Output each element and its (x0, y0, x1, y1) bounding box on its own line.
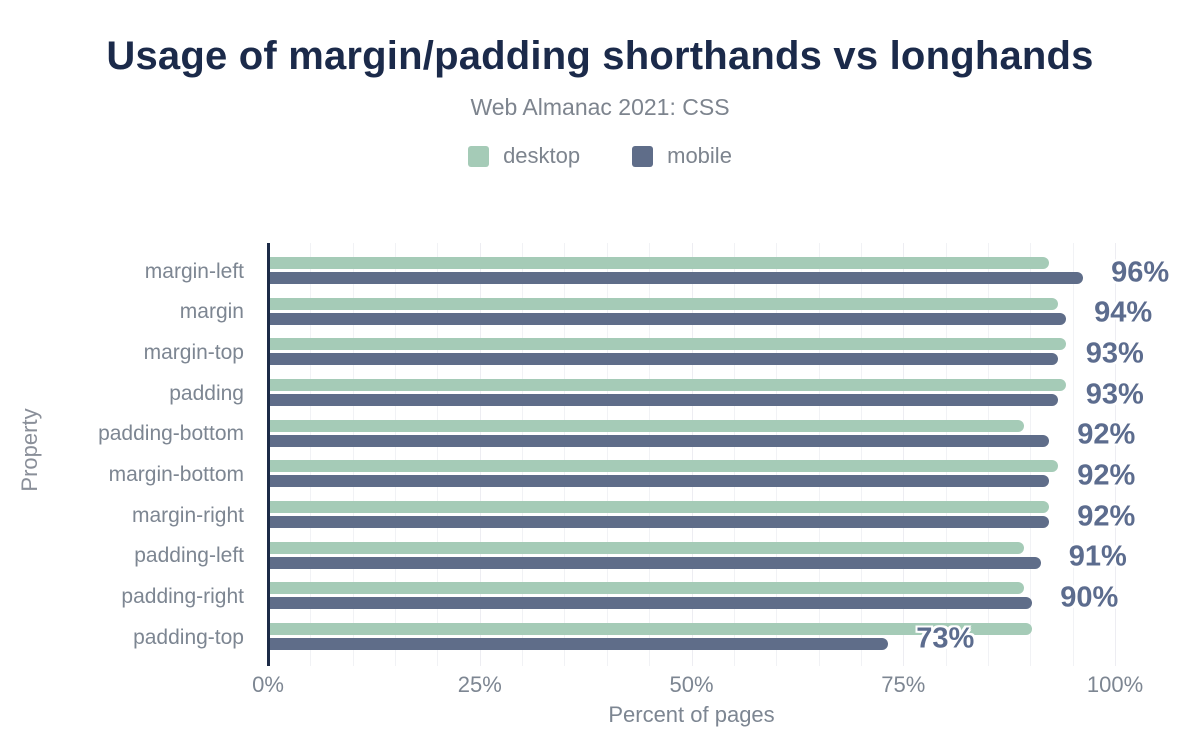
gridline-65 (818, 243, 820, 666)
bar-mobile-margin-bottom (270, 475, 1050, 488)
x-axis-tick-labels: 0% 25% 50% 75% 100% (252, 672, 1143, 698)
x-tick-75pct: 75% (881, 672, 926, 697)
value-label-padding-right: 90% (1060, 581, 1119, 614)
category-label-padding-left: padding-left (134, 544, 244, 568)
bar-desktop-margin (270, 297, 1058, 310)
gridline-5 (310, 243, 312, 666)
x-tick-0pct: 0% (252, 672, 284, 697)
chart-title: Usage of margin/padding shorthands vs lo… (106, 34, 1094, 78)
x-tick-25pct: 25% (457, 672, 502, 697)
gridline-70 (860, 243, 862, 666)
gridline-15 (395, 243, 397, 666)
desktop-swatch-icon (468, 145, 490, 167)
value-label-padding-left: 91% (1068, 540, 1127, 573)
value-label-margin: 94% (1094, 296, 1153, 329)
gridline-50 (691, 243, 693, 666)
bar-desktop-padding (270, 379, 1067, 391)
x-axis-title: Percent of pages (608, 702, 775, 727)
legend-item-mobile[interactable]: mobile (632, 143, 732, 169)
gridline-95 (1072, 243, 1074, 666)
category-label-padding: padding (169, 381, 244, 405)
chart-subtitle: Web Almanac 2021: CSS (470, 94, 730, 120)
gridline-45 (649, 243, 651, 666)
gridline-35 (564, 243, 566, 666)
gridline-40 (606, 243, 608, 666)
bar-mobile-padding-bottom (270, 434, 1050, 447)
bar-mobile-margin (270, 312, 1067, 325)
bar-desktop-margin-left (270, 257, 1050, 269)
value-label-margin-bottom: 92% (1077, 459, 1136, 492)
bar-desktop-margin-top (270, 338, 1067, 351)
category-axis-labels: margin-left margin margin-top padding paddin… (0, 243, 256, 658)
gridline-100 (1115, 243, 1116, 666)
category-label-padding-right: padding-right (121, 584, 244, 608)
bar-mobile-margin-top (270, 353, 1058, 366)
bar-desktop-margin-right (270, 501, 1050, 514)
category-label-margin-left: margin-left (144, 259, 244, 283)
bar-mobile-padding-top (270, 638, 889, 651)
category-label-margin-bottom: margin-bottom (108, 462, 244, 486)
plot-area: 96% 94% 93% 93% 92% 92% 92% 91% 90% 73% (267, 243, 1169, 666)
gridline-25 (479, 243, 481, 666)
bar-mobile-margin-left (270, 272, 1084, 284)
bar-mobile-padding-left (270, 556, 1041, 569)
value-label-padding: 93% (1085, 378, 1144, 410)
x-tick-50pct: 50% (669, 672, 714, 697)
gridline-60 (776, 243, 778, 666)
category-label-margin-top: margin-top (143, 340, 244, 364)
category-label-margin: margin (179, 300, 244, 324)
value-label-margin-top: 93% (1085, 337, 1144, 370)
gridline-55 (733, 243, 735, 666)
category-label-padding-bottom: padding-bottom (98, 422, 244, 446)
gridline-90 (1030, 243, 1032, 666)
gridline-30 (522, 243, 524, 666)
bar-desktop-padding-top (270, 623, 1033, 636)
bar-desktop-margin-bottom (270, 460, 1058, 473)
value-label-padding-top: 73% (916, 622, 975, 655)
bar-mobile-margin-right (270, 516, 1050, 529)
mobile-swatch-icon (632, 145, 654, 167)
value-label-margin-left: 96% (1111, 256, 1170, 288)
gridline-80 (945, 243, 947, 666)
legend-item-desktop[interactable]: desktop (468, 143, 580, 169)
bar-desktop-padding-left (270, 541, 1024, 554)
y-axis-title: Property (17, 408, 42, 492)
value-label-padding-bottom: 92% (1077, 418, 1136, 451)
value-label-margin-right: 92% (1077, 500, 1136, 533)
category-label-padding-top: padding-top (133, 625, 244, 649)
gridline-20 (437, 243, 439, 666)
bar-desktop-padding-bottom (270, 419, 1024, 432)
gridline-10 (352, 243, 354, 666)
category-label-margin-right: margin-right (131, 503, 244, 527)
legend: desktop mobile (0, 143, 1200, 169)
legend-label-desktop: desktop (503, 143, 581, 168)
x-tick-100pct: 100% (1086, 672, 1144, 697)
bar-mobile-padding-right (270, 597, 1033, 610)
y-axis-line (267, 243, 270, 666)
bar-mobile-padding (270, 394, 1058, 406)
gridline-75 (903, 243, 905, 666)
bar-desktop-padding-right (270, 582, 1024, 595)
legend-label-mobile: mobile (667, 143, 732, 168)
gridline-85 (987, 243, 989, 666)
